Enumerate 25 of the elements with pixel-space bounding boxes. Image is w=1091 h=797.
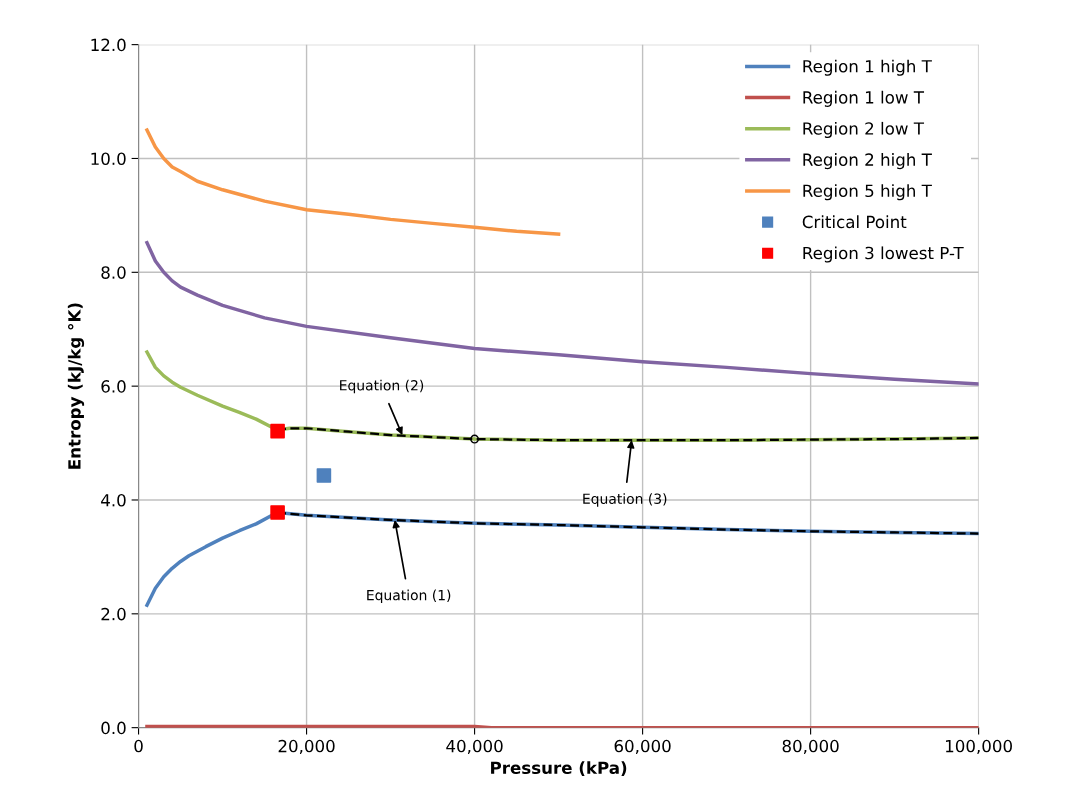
x-tick-label: 100,000 [946,739,1012,755]
y-tick-label: 12.0 [91,38,126,52]
annotation: Equation (3) [583,493,667,507]
legend-label: Region 1 low T [803,90,925,107]
legend-label: Region 2 low T [803,121,925,139]
legend-label: Region 5 high T [803,184,932,201]
y-tick-label: 10.0 [91,152,126,166]
y-tick-label: 8.0 [101,266,126,279]
legend-label: Region 3 lowest P-T [803,246,964,263]
x-tick-label: 0 [134,739,143,753]
annotation: Equation (2) [340,379,424,394]
legend-label: Region 2 high T [803,153,932,170]
y-tick-label: 4.0 [101,493,126,507]
legend-label: Region 1 high T [803,59,932,76]
x-tick-label: 60,000 [614,739,671,755]
x-tick-label: 40,000 [446,739,503,755]
x-axis-title: Pressure (kPa) [491,761,627,777]
y-tick-label: 0.0 [101,721,126,735]
x-tick-label: 80,000 [782,739,839,755]
legend-label: Critical Point [802,215,907,229]
y-axis-title: Entropy (kJ/kg °K) [67,303,85,469]
annotation: Equation (1) [367,589,451,604]
y-tick-label: 6.0 [101,380,126,393]
y-tick-label: 2.0 [101,607,126,621]
x-tick-label: 20,000 [278,739,335,755]
